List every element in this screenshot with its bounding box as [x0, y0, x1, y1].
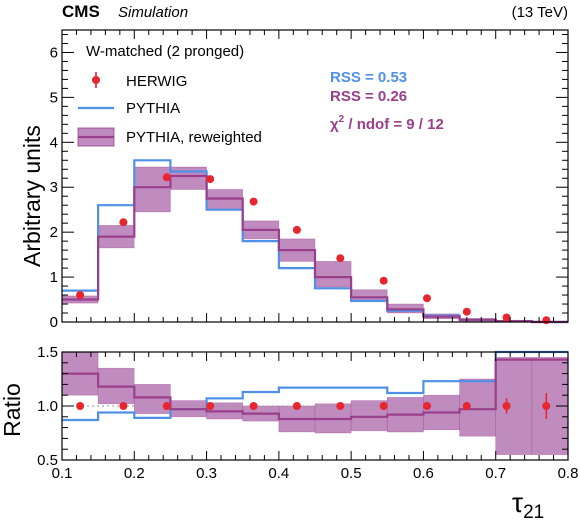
rss-reweighted-label: RSS = 0.26 — [330, 88, 407, 105]
main-y-tick-label: 4 — [50, 134, 58, 151]
ratio-herwig-point — [292, 402, 301, 410]
ratio-herwig-point — [119, 402, 128, 410]
main-line-layer — [62, 159, 568, 324]
main-y-tick-label: 6 — [50, 44, 58, 61]
ratio-herwig-point — [542, 402, 551, 410]
ratio-x-tick-label: 0.5 — [341, 465, 362, 482]
main-band-layer — [61, 166, 569, 323]
main-herwig-point — [119, 218, 128, 227]
ratio-herwig-point — [423, 402, 431, 410]
rss-pythia-label: RSS = 0.53 — [330, 69, 407, 86]
chi2-label: χ2 / ndof = 9 / 12 — [330, 114, 444, 133]
energy-label: (13 TeV) — [512, 4, 568, 21]
ratio-herwig-point — [502, 402, 511, 410]
main-herwig-point — [336, 254, 345, 263]
main-y-tick-label: 1 — [50, 269, 58, 286]
ratio-panel: 0.5 1.0 1.5 0.1 0.2 0.3 0.4 0.5 0.6 0.7 0.8 Ratio — [0, 344, 578, 482]
main-y-tick-label: 2 — [50, 224, 58, 241]
ratio-x-tick-label: 0.2 — [124, 465, 145, 482]
main-herwig-point — [423, 294, 431, 303]
x-axis-label-symbol: τ — [512, 487, 523, 518]
main-y-tick-label: 0 — [50, 314, 58, 331]
main-frame — [61, 29, 569, 323]
legend-reweighted-label: PYTHIA, reweighted — [126, 129, 262, 146]
ratio-y-axis-label: Ratio — [0, 383, 25, 437]
chi2-value: / ndof = 9 / 12 — [344, 116, 444, 133]
legend-pythia-label: PYTHIA — [126, 100, 180, 117]
ratio-x-tick-label: 0.4 — [268, 465, 289, 482]
ratio-herwig-point — [162, 402, 171, 410]
main-herwig-point — [542, 316, 551, 325]
main-y-tick-label: 5 — [50, 89, 58, 106]
main-y-axis-label: Arbitrary units — [19, 125, 45, 267]
ratio-y-tick-label: 0.5 — [37, 452, 58, 469]
ratio-reweighted-step-line — [62, 358, 568, 421]
ratio-x-tick-label: 0.8 — [558, 465, 579, 482]
ratio-x-tick-label: 0.1 — [52, 465, 73, 482]
ratio-herwig-point — [462, 402, 471, 410]
main-herwig-point — [162, 173, 171, 182]
main-herwig-point — [462, 307, 471, 316]
main-reweighted-band-bin — [314, 261, 352, 288]
ratio-x-tick-label: 0.6 — [413, 465, 434, 482]
main-axes: 0 1 2 3 4 5 6 — [50, 29, 569, 331]
cms-label: CMS — [62, 2, 100, 21]
ratio-axes: 0.5 1.0 1.5 0.1 0.2 0.3 0.4 0.5 0.6 0.7 0.8 — [37, 344, 578, 482]
chi2-superscript: 2 — [339, 114, 345, 125]
x-axis-label: τ21 — [512, 487, 544, 523]
main-reweighted-band-bin — [134, 166, 171, 213]
main-herwig-point — [76, 291, 85, 299]
ratio-herwig-point — [76, 402, 85, 410]
ratio-band-layer — [61, 351, 569, 455]
main-herwig-point — [249, 197, 258, 206]
ratio-herwig-point — [379, 402, 388, 410]
ratio-points-layer — [76, 393, 551, 419]
main-reweighted-step-line — [62, 174, 568, 324]
main-herwig-point — [379, 276, 388, 285]
ratio-herwig-point — [336, 402, 345, 410]
main-panel: 0 1 2 3 4 5 6 Arbitrary units — [19, 29, 569, 331]
main-reweighted-band-bin — [170, 166, 207, 190]
legend-title: W-matched (2 pronged) — [86, 43, 244, 60]
main-herwig-point — [292, 225, 301, 234]
chi2-symbol: χ — [330, 116, 339, 133]
ratio-y-tick-label: 1.0 — [37, 398, 58, 415]
main-herwig-point — [206, 175, 215, 184]
ratio-line-layer — [62, 350, 568, 422]
main-herwig-point — [502, 313, 511, 322]
legend-herwig-marker — [92, 76, 100, 84]
x-axis-label-subscript: 21 — [523, 502, 544, 523]
ratio-pythia-step-line — [62, 350, 568, 422]
main-y-tick-label: 3 — [50, 179, 58, 196]
ratio-y-tick-label: 1.5 — [37, 344, 58, 361]
ratio-x-tick-label: 0.3 — [196, 465, 217, 482]
ratio-herwig-point — [249, 402, 258, 410]
stats-annotation: RSS = 0.53 RSS = 0.26 χ2 / ndof = 9 / 12 — [330, 69, 444, 133]
ratio-herwig-point — [206, 402, 215, 410]
legend: W-matched (2 pronged) HERWIG PYTHIA PYTH… — [77, 43, 262, 147]
legend-herwig-label: HERWIG — [126, 73, 187, 90]
ratio-x-tick-label: 0.7 — [485, 465, 506, 482]
simulation-label: Simulation — [118, 4, 188, 21]
